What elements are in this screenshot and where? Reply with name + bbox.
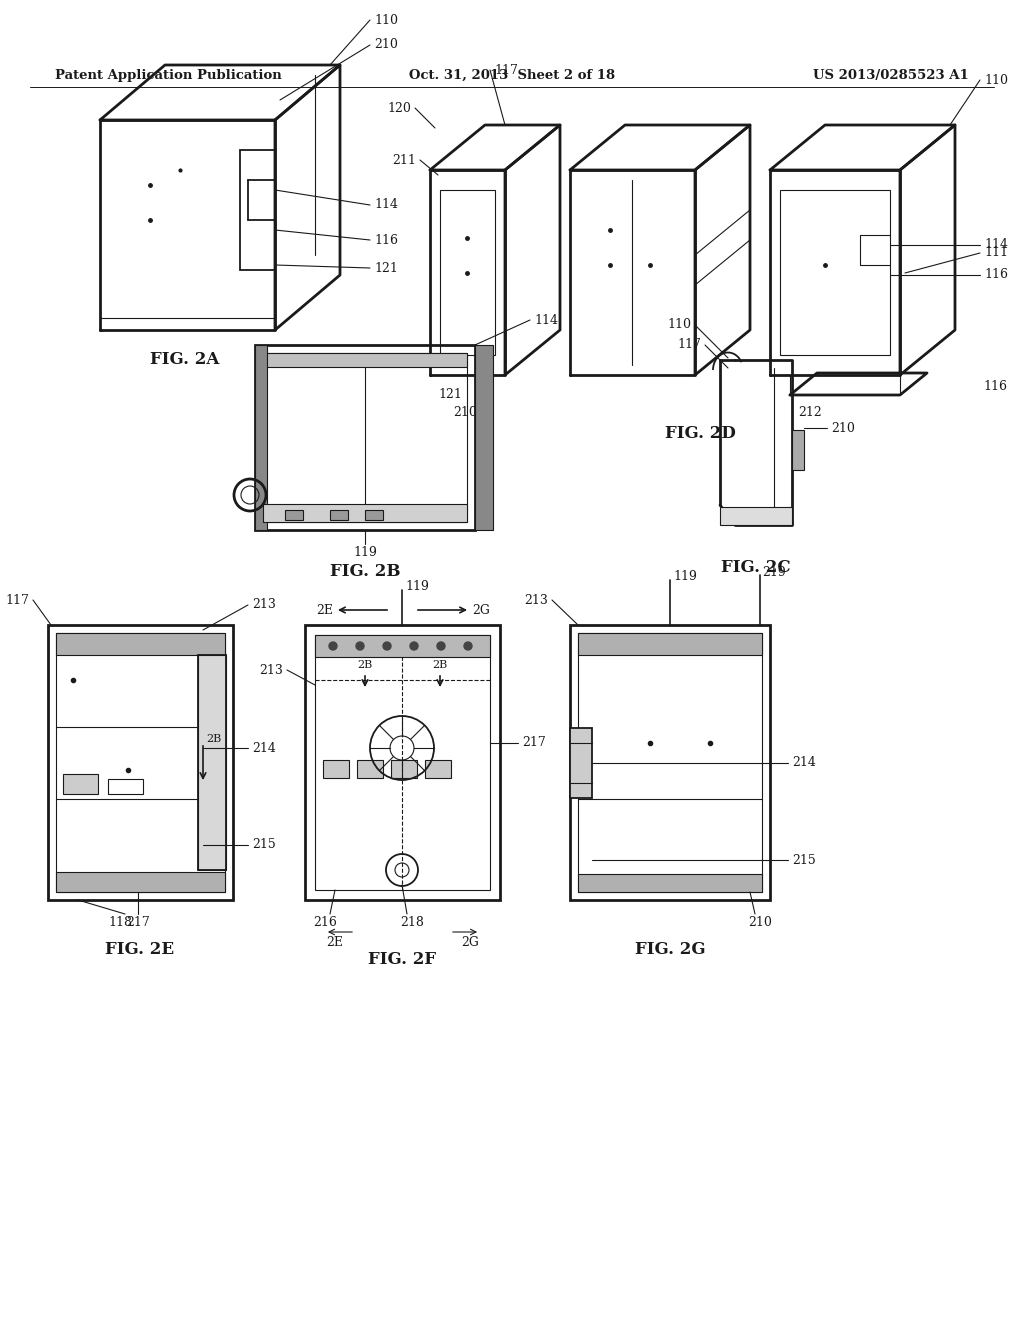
- Circle shape: [410, 642, 418, 649]
- Text: 217: 217: [126, 916, 150, 928]
- Text: 2B: 2B: [357, 660, 373, 671]
- Bar: [578, 634, 762, 655]
- Text: 117: 117: [494, 63, 518, 77]
- Circle shape: [356, 642, 364, 649]
- Bar: [263, 504, 467, 521]
- Text: 217: 217: [522, 737, 546, 750]
- Bar: [255, 345, 475, 531]
- Bar: [391, 760, 417, 777]
- Text: 210: 210: [453, 407, 477, 420]
- Bar: [330, 510, 348, 520]
- Text: 119: 119: [353, 545, 377, 558]
- Text: 119: 119: [406, 581, 429, 594]
- Text: 210: 210: [831, 421, 855, 434]
- Bar: [440, 190, 495, 355]
- Bar: [357, 760, 383, 777]
- Bar: [263, 352, 467, 521]
- Text: 110: 110: [667, 318, 691, 331]
- Bar: [315, 635, 490, 657]
- Bar: [63, 774, 98, 795]
- Text: 214: 214: [252, 742, 275, 755]
- Bar: [108, 779, 143, 795]
- Text: 111: 111: [984, 247, 1008, 260]
- Bar: [285, 510, 303, 520]
- Text: 120: 120: [387, 102, 411, 115]
- Text: 116: 116: [983, 380, 1007, 393]
- Text: 121: 121: [438, 388, 462, 401]
- Circle shape: [437, 642, 445, 649]
- Text: 219: 219: [762, 565, 785, 578]
- Text: 218: 218: [400, 916, 424, 928]
- Bar: [578, 634, 762, 892]
- Text: US 2013/0285523 A1: US 2013/0285523 A1: [813, 69, 969, 82]
- Bar: [365, 510, 383, 520]
- Text: FIG. 2A: FIG. 2A: [151, 351, 220, 368]
- Bar: [720, 507, 792, 525]
- Text: 2E: 2E: [316, 603, 333, 616]
- Text: 211: 211: [392, 153, 416, 166]
- Text: 119: 119: [673, 570, 697, 583]
- Text: 215: 215: [252, 838, 275, 851]
- Text: 2G: 2G: [461, 936, 479, 949]
- Text: 213: 213: [252, 598, 275, 611]
- Text: 116: 116: [374, 234, 398, 247]
- Circle shape: [383, 642, 391, 649]
- Text: FIG. 2E: FIG. 2E: [105, 941, 174, 958]
- Text: 2B: 2B: [206, 734, 221, 744]
- Bar: [263, 352, 467, 367]
- Text: Patent Application Publication: Patent Application Publication: [55, 69, 282, 82]
- Text: 213: 213: [259, 664, 283, 676]
- Text: 210: 210: [749, 916, 772, 928]
- Bar: [323, 760, 349, 777]
- Text: 210: 210: [374, 38, 398, 51]
- Bar: [475, 345, 493, 531]
- Bar: [48, 624, 233, 900]
- Text: FIG. 2G: FIG. 2G: [635, 941, 706, 958]
- Text: 216: 216: [313, 916, 337, 928]
- Bar: [315, 635, 490, 890]
- Bar: [198, 655, 226, 870]
- Bar: [255, 345, 267, 531]
- Bar: [425, 760, 451, 777]
- Text: 110: 110: [374, 13, 398, 26]
- Bar: [780, 190, 890, 355]
- Bar: [56, 873, 225, 892]
- Bar: [578, 874, 762, 892]
- Bar: [305, 624, 500, 900]
- Text: 114: 114: [984, 239, 1008, 252]
- Text: 118: 118: [108, 916, 132, 928]
- Text: 2G: 2G: [472, 603, 489, 616]
- Text: Oct. 31, 2013  Sheet 2 of 18: Oct. 31, 2013 Sheet 2 of 18: [409, 69, 615, 82]
- Circle shape: [464, 642, 472, 649]
- Text: FIG. 2C: FIG. 2C: [721, 558, 791, 576]
- Text: 2E: 2E: [327, 936, 343, 949]
- Bar: [240, 150, 275, 271]
- Bar: [56, 634, 225, 655]
- Text: FIG. 2D: FIG. 2D: [665, 425, 735, 441]
- Text: 117: 117: [677, 338, 701, 351]
- Text: 2B: 2B: [432, 660, 447, 671]
- Text: 214: 214: [792, 756, 816, 770]
- Bar: [570, 729, 592, 799]
- Circle shape: [329, 642, 337, 649]
- Text: FIG. 2F: FIG. 2F: [368, 952, 436, 969]
- Text: 110: 110: [984, 74, 1008, 87]
- Text: 114: 114: [534, 314, 558, 326]
- Text: 212: 212: [798, 407, 822, 420]
- Text: 121: 121: [374, 261, 398, 275]
- Text: 213: 213: [524, 594, 548, 606]
- Text: 215: 215: [792, 854, 816, 866]
- Bar: [570, 624, 770, 900]
- Bar: [792, 430, 804, 470]
- Bar: [56, 634, 225, 892]
- Text: 117: 117: [5, 594, 29, 606]
- Bar: [198, 655, 226, 870]
- Text: 116: 116: [984, 268, 1008, 281]
- Text: 114: 114: [374, 198, 398, 211]
- Text: FIG. 2B: FIG. 2B: [330, 564, 400, 581]
